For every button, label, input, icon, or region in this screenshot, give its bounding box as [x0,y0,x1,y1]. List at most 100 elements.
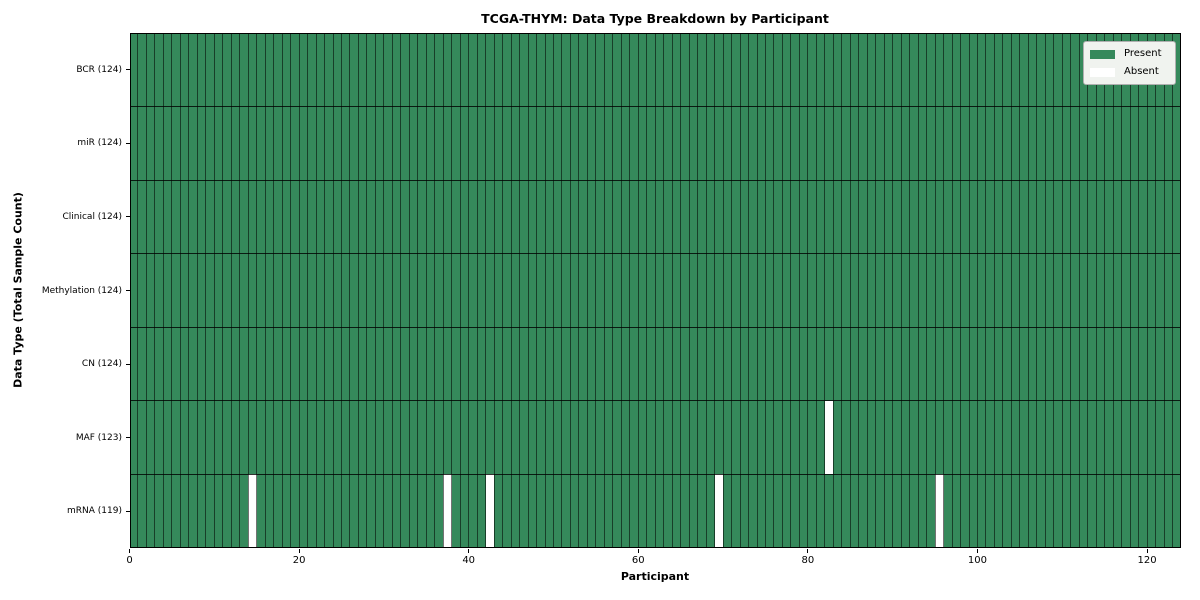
cell-edge [909,33,911,548]
cell-edge [1078,33,1080,548]
y-tick-label-mRNA: mRNA (119) [67,506,122,517]
cell-edge [841,33,843,548]
cell-edge [1146,33,1148,548]
cell-edge [968,33,970,548]
cell-edge [434,33,436,548]
cell-edge [714,33,716,548]
cell-edge [629,33,631,548]
cell-edge [307,33,309,548]
cell-edge [340,33,342,548]
cell-edge [1104,33,1106,548]
cell-edge [145,33,147,548]
y-tick-mark [125,69,130,71]
cell-edge [442,33,444,548]
cell-edge [459,33,461,548]
cell-edge [519,33,521,548]
cell-edge [527,33,529,548]
cell-edge [366,33,368,548]
legend-swatch-absent [1090,67,1115,77]
cell-edge [748,33,750,548]
row-divider [129,326,1181,328]
cell-edge [781,33,783,548]
legend-item-absent: Absent [1090,65,1169,79]
y-tick-label-BCR: BCR (124) [76,64,122,75]
cell-edge [188,33,190,548]
y-tick-mark [125,290,130,291]
cell-edge [357,33,359,548]
plot-background [129,33,1181,548]
cell-edge [476,33,478,548]
cell-edge [926,33,928,548]
y-tick-mark [125,142,130,144]
y-tick-label-MAF: MAF (123) [75,432,122,443]
cell-edge [485,33,487,548]
absent-cell-mRNA-42 [485,474,495,548]
absent-cell-mRNA-37 [443,474,452,548]
x-tick-label-100: 100 [967,555,988,566]
cell-edge [603,33,605,548]
y-tick-mark [125,216,130,218]
cell-edge [934,33,936,548]
y-tick-mark [125,510,130,512]
x-tick-mark [976,549,978,553]
x-tick-label-60: 60 [631,555,645,566]
y-tick-label-Clinical: Clinical (124) [62,211,122,222]
cell-edge [544,33,546,548]
cell-edge [205,33,207,548]
cell-edge [595,33,597,548]
cell-edge [468,33,470,548]
cell-edge [807,33,809,548]
row-divider [129,253,1181,255]
cell-edge [493,33,495,548]
cell-edge [722,33,724,548]
cell-edge [671,33,673,548]
cell-edge [425,33,427,548]
absent-cell-MAF-82 [824,400,834,475]
cell-edge [349,33,351,548]
cell-edge [917,33,919,548]
cell-edge [536,33,538,548]
x-tick-label-20: 20 [292,555,306,566]
cell-edge [222,33,224,548]
cell-edge [1070,33,1072,548]
cell-edge [892,33,894,548]
y-tick-label-Methylation: Methylation (124) [41,285,122,296]
cell-edge [569,33,571,548]
cell-edge [400,33,402,548]
cell-edge [1129,33,1131,548]
cell-edge [764,33,766,548]
cell-edge [290,33,292,548]
cell-edge [849,33,851,548]
x-tick-label-0: 0 [126,555,133,566]
cell-edge [680,33,682,548]
cell-edge [374,33,376,548]
cell-edge [1053,33,1055,548]
chart-title: TCGA-THYM: Data Type Breakdown by Partic… [481,11,829,26]
cell-edge [731,33,733,548]
cell-edge [451,33,453,548]
cell-edge [1138,33,1140,548]
row-divider [129,106,1181,108]
cell-edge [790,33,792,548]
x-tick-label-120: 120 [1137,555,1157,566]
cell-edge [561,33,563,548]
x-tick-mark [1146,549,1148,553]
absent-cell-mRNA-69 [714,474,724,548]
x-tick-mark [468,549,470,553]
legend-label-absent: Absent [1124,66,1159,77]
cell-edge [1095,33,1097,548]
cell-edge [1002,33,1004,548]
cell-edge [315,33,317,548]
cell-edge [612,33,614,548]
cell-edge [1036,33,1038,548]
cell-edge [866,33,868,548]
cell-edge [663,33,665,548]
x-tick-mark [637,549,639,553]
cell-edge [171,33,173,548]
cell-edge [985,33,987,548]
cell-edge [332,33,334,548]
cell-edge [298,33,300,548]
absent-cell-mRNA-95 [935,474,944,548]
legend: Present Absent [1083,41,1176,85]
